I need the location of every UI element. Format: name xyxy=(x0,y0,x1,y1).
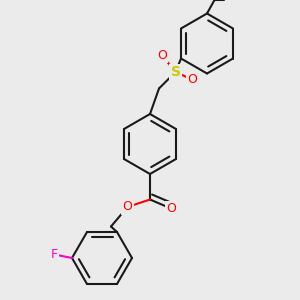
Text: S: S xyxy=(170,65,181,79)
Text: O: O xyxy=(157,49,167,62)
Text: F: F xyxy=(50,248,58,262)
Text: O: O xyxy=(123,200,132,214)
Text: O: O xyxy=(166,202,176,215)
Text: O: O xyxy=(187,73,197,86)
